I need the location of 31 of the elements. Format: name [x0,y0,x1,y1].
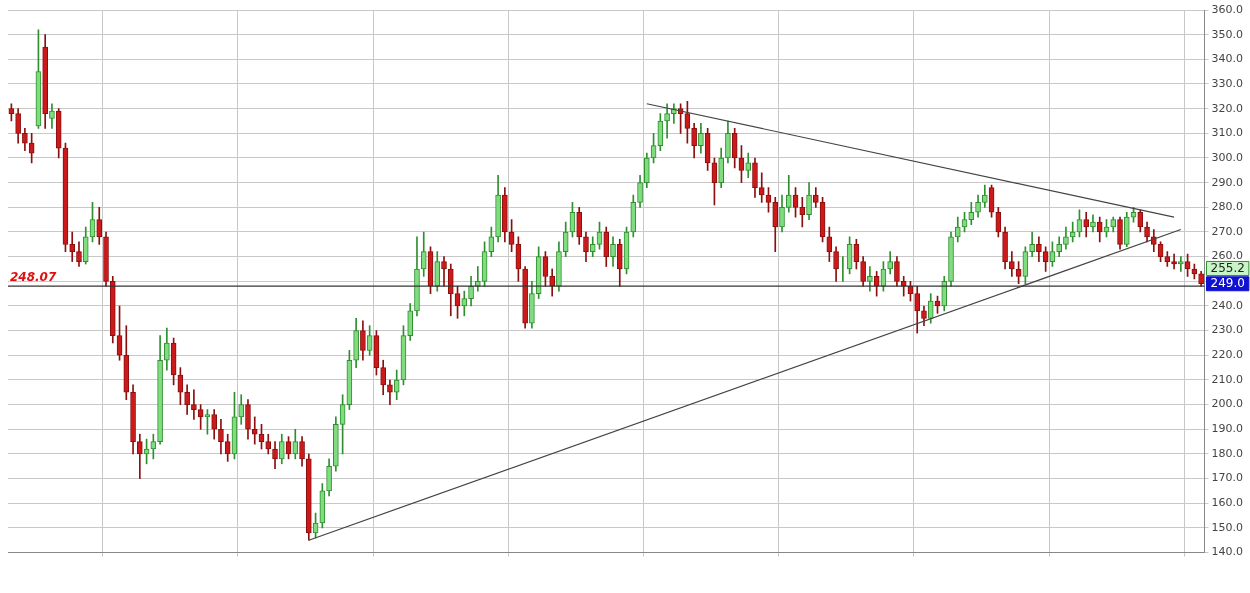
y-tick-label: 330.0 [1211,76,1244,90]
y-tick-label: 200.0 [1211,397,1244,411]
y-tick-label: 320.0 [1211,101,1244,115]
y-tick-label: 300.0 [1211,150,1244,164]
y-tick-label: 170.0 [1211,471,1244,485]
y-tick-label: 260.0 [1211,249,1244,263]
annotation: 255.2 [1210,260,1245,275]
y-tick-label: 140.0 [1211,545,1244,559]
candlestick [251,416,258,445]
ref-line-label: 248.07 [10,270,57,285]
y-tick-label: 280.0 [1211,200,1244,214]
candlestick [1178,256,1184,272]
candlestick [1171,253,1177,270]
candlestick [664,103,670,139]
candlestick [191,389,197,420]
y-tick-label: 310.0 [1211,126,1244,140]
y-tick-label: 240.0 [1211,298,1244,312]
y-tick-label: 210.0 [1211,372,1244,386]
y-tick-label: 190.0 [1211,422,1244,436]
y-tick-label: 290.0 [1211,175,1244,189]
y-tick-label: 150.0 [1211,520,1244,534]
candlestick [758,172,765,203]
y-tick-label: 350.0 [1211,27,1244,41]
y-tick-label: 360.0 [1211,2,1244,16]
y-tick-label: 340.0 [1211,52,1244,66]
y-tick-label: 180.0 [1211,446,1244,460]
y-tick-label: 230.0 [1211,323,1244,337]
y-tick-label: 160.0 [1211,496,1244,510]
annotation: 249.0 [1210,275,1245,290]
y-tick-label: 220.0 [1211,348,1244,362]
y-tick-label: 270.0 [1211,224,1244,238]
